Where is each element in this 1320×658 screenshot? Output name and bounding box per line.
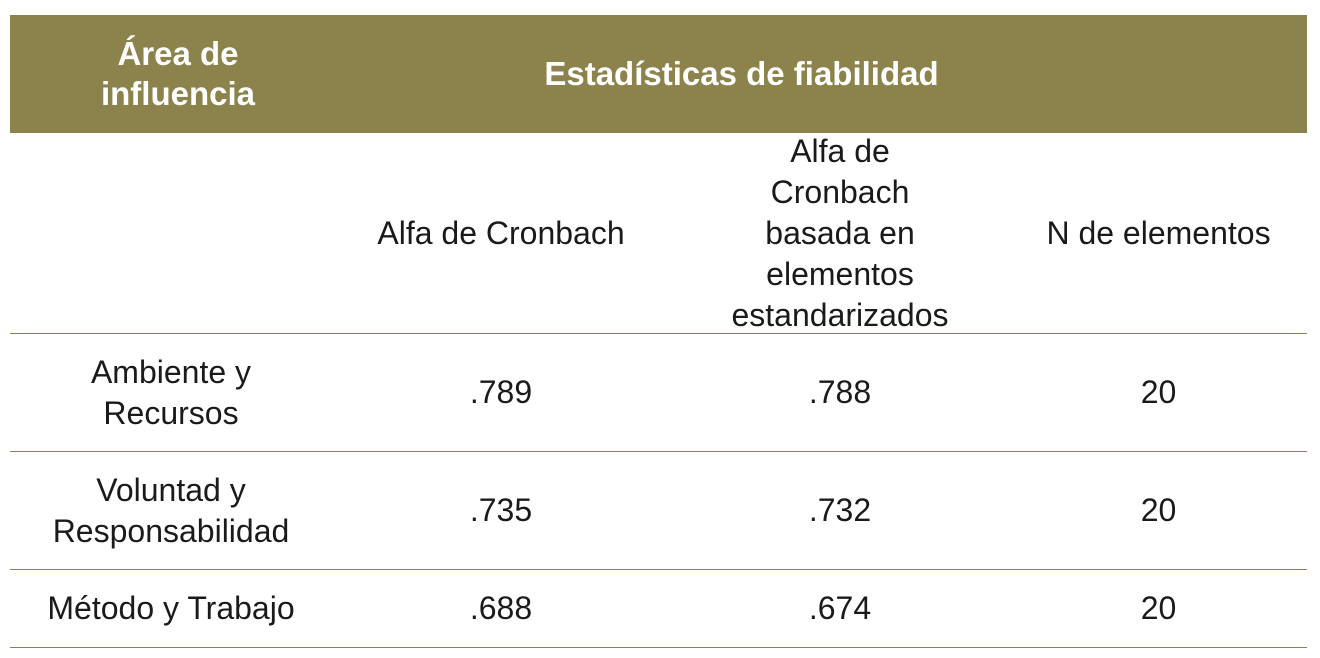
table-row: Ambiente y Recursos .789 .788 20 bbox=[10, 334, 1307, 452]
table-header: Área de influencia Estadísticas de fiabi… bbox=[10, 15, 1307, 133]
subheader-n-items: N de elementos bbox=[1046, 214, 1271, 251]
subheader-col0 bbox=[10, 133, 332, 333]
row-area: Ambiente y Recursos bbox=[90, 353, 252, 431]
row-alpha: .735 bbox=[469, 492, 533, 528]
row-alpha: .789 bbox=[469, 374, 533, 410]
table-row: Voluntad y Responsabilidad .735 .732 20 bbox=[10, 452, 1307, 570]
subheader-alpha-std: Alfa de Cronbach basada en elementos est… bbox=[731, 132, 949, 333]
table-row: Método y Trabajo .688 .674 20 bbox=[10, 570, 1307, 648]
header-stats-label: Estadísticas de fiabilidad bbox=[544, 55, 939, 92]
subheader-alpha: Alfa de Cronbach bbox=[377, 214, 625, 251]
row-alpha-std: .732 bbox=[808, 492, 872, 528]
row-n-items: 20 bbox=[1140, 590, 1177, 626]
table-subheader-row: Alfa de Cronbach Alfa de Cronbach basada… bbox=[10, 133, 1307, 334]
reliability-table: Área de influencia Estadísticas de fiabi… bbox=[10, 15, 1307, 648]
row-area: Voluntad y Responsabilidad bbox=[52, 471, 290, 549]
row-alpha: .688 bbox=[469, 590, 533, 626]
row-alpha-std: .674 bbox=[808, 590, 872, 626]
row-n-items: 20 bbox=[1140, 492, 1177, 528]
header-area-label: Área de influencia bbox=[100, 35, 256, 112]
row-area: Método y Trabajo bbox=[47, 590, 295, 626]
row-n-items: 20 bbox=[1140, 374, 1177, 410]
row-alpha-std: .788 bbox=[808, 374, 872, 410]
